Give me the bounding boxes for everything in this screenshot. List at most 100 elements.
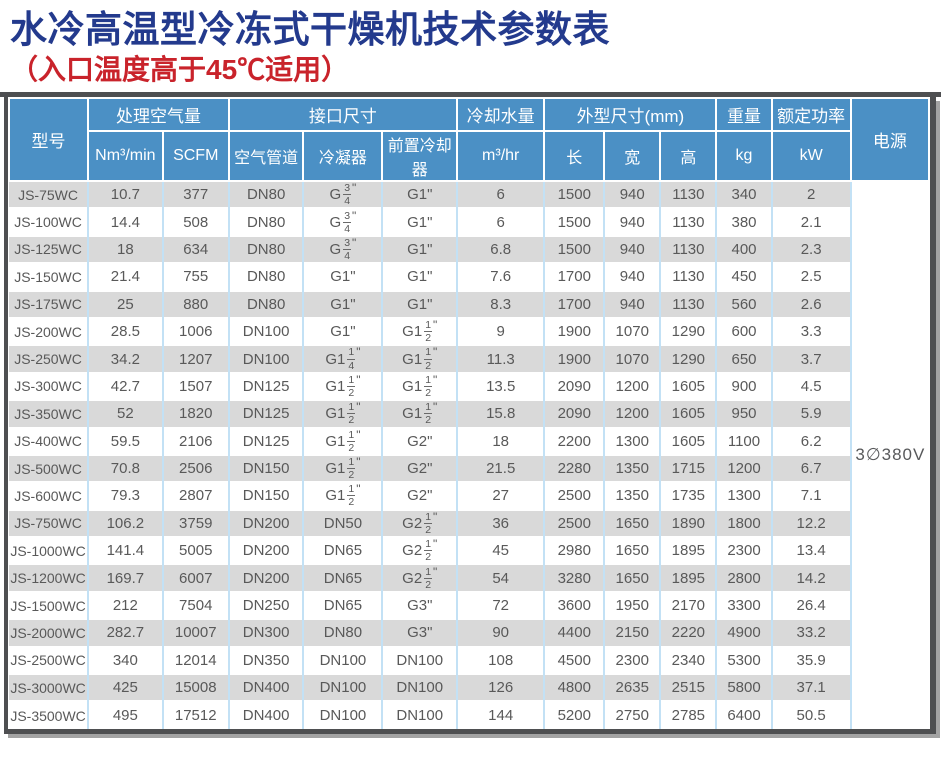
cell-model: JS-100WC <box>9 207 89 236</box>
cell-precooler: G1" <box>381 179 457 209</box>
table-row: JS-1500WC 212 7504 DN250 DN65 G3" 72 3600 1950 21… <box>9 590 929 620</box>
cell-model: JS-2500WC <box>9 645 89 675</box>
cell-precooler: G2 1 2 " <box>381 563 457 592</box>
cell-width: 940 <box>603 289 661 318</box>
cell-width: 1650 <box>603 508 661 538</box>
table-row: JS-1200WC 169.7 6007 DN200 DN65 G2 1 2 " 54 3280 16… <box>9 563 929 592</box>
cell-width: 940 <box>603 207 661 236</box>
cell-condenser: G1 1 2 " <box>302 399 383 428</box>
cell-nm3-min: 28.5 <box>87 316 163 346</box>
cell-model: JS-175WC <box>9 289 89 318</box>
header-sub-precooler: 前置冷却器 <box>381 129 458 182</box>
cell-height: 1130 <box>659 289 717 318</box>
cell-length: 2090 <box>543 399 605 428</box>
cell-rated-power: 2.5 <box>770 262 851 291</box>
cell-nm3-min: 14.4 <box>87 207 163 236</box>
cell-model: JS-200WC <box>9 316 89 346</box>
cell-height: 1605 <box>659 371 717 401</box>
cell-scfm: 755 <box>161 262 229 291</box>
cell-weight: 3300 <box>715 590 772 620</box>
cell-power-supply: 3∅380V <box>849 179 929 729</box>
cell-air-pipe: DN80 <box>227 234 304 264</box>
cell-cooling-water: 6 <box>455 179 545 209</box>
cell-rated-power: 2 <box>770 179 851 209</box>
cell-model: JS-2000WC <box>9 618 89 647</box>
cell-scfm: 880 <box>161 289 229 318</box>
cell-cooling-water: 6.8 <box>455 234 545 264</box>
cell-precooler: G3" <box>381 590 457 620</box>
table-row: JS-400WC 59.5 2106 DN125 G1 1 2 " G2" 18 2200 1300 1… <box>9 426 929 455</box>
cell-precooler: G2 1 2 " <box>381 536 457 565</box>
cell-model: JS-500WC <box>9 453 89 483</box>
cell-width: 2150 <box>603 618 661 647</box>
page-subtitle: （入口温度高于45℃适用） <box>10 54 350 86</box>
cell-condenser: DN65 <box>302 563 383 592</box>
cell-rated-power: 35.9 <box>770 645 851 675</box>
cell-precooler: G1 1 2 " <box>381 371 457 401</box>
cell-nm3-min: 340 <box>87 645 163 675</box>
cell-width: 1950 <box>603 590 661 620</box>
cell-height: 2170 <box>659 590 717 620</box>
cell-nm3-min: 169.7 <box>87 563 163 592</box>
cell-cooling-water: 11.3 <box>455 344 545 373</box>
cell-weight: 340 <box>715 179 772 209</box>
cell-air-pipe: DN100 <box>227 316 304 346</box>
cell-rated-power: 2.6 <box>770 289 851 318</box>
cell-precooler: DN100 <box>381 645 457 675</box>
header-rated-power: 额定功率 <box>770 96 852 132</box>
cell-model: JS-75WC <box>9 179 89 209</box>
cell-cooling-water: 144 <box>455 700 545 729</box>
cell-condenser: DN100 <box>302 700 383 729</box>
page-title: 水冷高温型冷冻式干燥机技术参数表 <box>10 9 610 50</box>
cell-scfm: 6007 <box>161 563 229 592</box>
table-header: 型号 处理空气量 接口尺寸 冷却水量 外型尺寸(mm) 重量 额定功率 电源 N… <box>7 96 931 182</box>
cell-condenser: G1" <box>302 262 383 291</box>
cell-weight: 900 <box>715 371 772 401</box>
cell-height: 1605 <box>659 399 717 428</box>
table-row: JS-350WC 52 1820 DN125 G1 1 2 " G1 1 2 " 15.8 2090 120… <box>9 399 929 428</box>
cell-condenser: DN100 <box>302 673 383 702</box>
cell-length: 5200 <box>543 700 605 729</box>
header-unit-m3hr: m³/hr <box>455 129 546 182</box>
cell-weight: 2800 <box>715 563 772 592</box>
cell-model: JS-750WC <box>9 508 89 538</box>
cell-precooler: G1" <box>381 234 457 264</box>
cell-nm3-min: 282.7 <box>87 618 163 647</box>
cell-condenser: G1 1 4 " <box>302 344 383 373</box>
cell-model: JS-3000WC <box>9 673 89 702</box>
table-row: JS-250WC 34.2 1207 DN100 G1 1 4 " G1 1 2 " 11.3 1900 1… <box>9 344 929 373</box>
cell-cooling-water: 15.8 <box>455 399 545 428</box>
cell-scfm: 12014 <box>161 645 229 675</box>
cell-nm3-min: 34.2 <box>87 344 163 373</box>
cell-weight: 4900 <box>715 618 772 647</box>
spec-table: 型号 处理空气量 接口尺寸 冷却水量 外型尺寸(mm) 重量 额定功率 电源 N… <box>7 96 931 729</box>
cell-condenser: G1 1 2 " <box>302 371 383 401</box>
cell-condenser: G1" <box>302 289 383 318</box>
cell-scfm: 1820 <box>161 399 229 428</box>
cell-nm3-min: 425 <box>87 673 163 702</box>
cell-nm3-min: 52 <box>87 399 163 428</box>
table-row: JS-2000WC 282.7 10007 DN300 DN80 G3" 90 4400 215… <box>9 618 929 647</box>
cell-scfm: 377 <box>161 179 229 209</box>
cell-cooling-water: 9 <box>455 316 545 346</box>
cell-air-pipe: DN350 <box>227 645 304 675</box>
cell-air-pipe: DN80 <box>227 207 304 236</box>
cell-height: 1605 <box>659 426 717 455</box>
header-cooling-water: 冷却水量 <box>455 96 546 132</box>
cell-cooling-water: 6 <box>455 207 545 236</box>
cell-cooling-water: 21.5 <box>455 453 545 483</box>
cell-rated-power: 3.7 <box>770 344 851 373</box>
cell-height: 1130 <box>659 207 717 236</box>
cell-weight: 1200 <box>715 453 772 483</box>
cell-length: 2500 <box>543 508 605 538</box>
cell-cooling-water: 18 <box>455 426 545 455</box>
cell-rated-power: 37.1 <box>770 673 851 702</box>
table-top-border <box>0 91 941 97</box>
cell-width: 1300 <box>603 426 661 455</box>
table-row: JS-2500WC 340 12014 DN350 DN100 DN100 108 4500 2… <box>9 645 929 675</box>
header-sub-condenser: 冷凝器 <box>302 129 384 182</box>
cell-precooler: DN100 <box>381 673 457 702</box>
cell-condenser: G 3 4 " <box>302 207 383 236</box>
cell-cooling-water: 45 <box>455 536 545 565</box>
cell-precooler: G3" <box>381 618 457 647</box>
